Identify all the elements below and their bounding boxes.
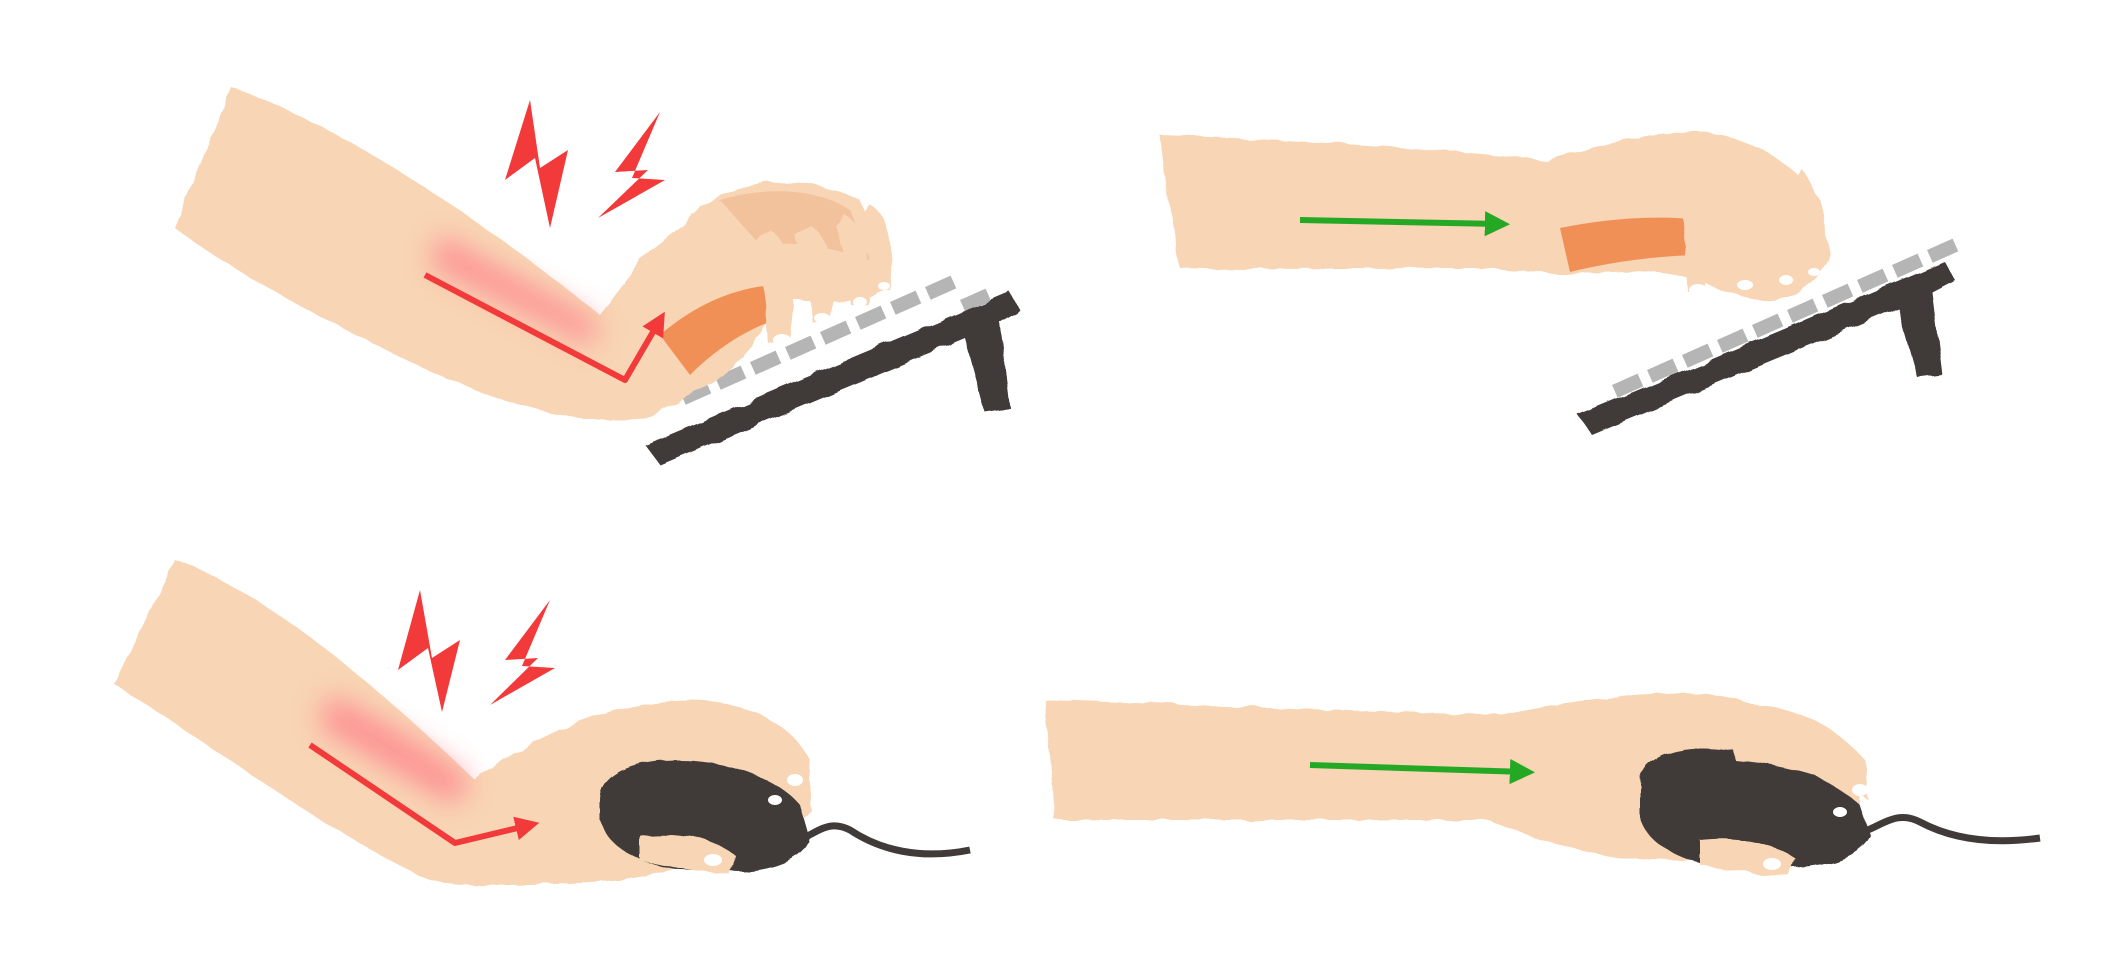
keyboard bbox=[1578, 238, 1959, 435]
straight-arrow-icon bbox=[1309, 758, 1536, 785]
mouse-cable bbox=[798, 822, 971, 858]
panel-mouse-bent bbox=[115, 560, 971, 886]
keycaps bbox=[679, 275, 992, 405]
mouse-body bbox=[1640, 748, 1870, 868]
palm-shadow bbox=[720, 191, 870, 260]
fingernails bbox=[704, 774, 803, 866]
mouse bbox=[1640, 748, 2041, 868]
bent-arrow-icon bbox=[423, 272, 665, 383]
keyboard-body bbox=[645, 292, 1020, 465]
mouse-cable bbox=[1866, 814, 2041, 845]
keycaps bbox=[1612, 238, 1959, 398]
keyboard-body bbox=[1578, 262, 1955, 435]
strain-glow bbox=[318, 695, 470, 805]
straight-arrow-icon bbox=[1299, 211, 1511, 237]
keyboard bbox=[645, 275, 1020, 465]
fingers bbox=[1678, 158, 1822, 292]
lightning-bolt-icon bbox=[505, 100, 665, 228]
strain-glow bbox=[430, 235, 600, 345]
fingernails bbox=[1689, 268, 1820, 296]
bent-arrow-icon bbox=[308, 742, 540, 846]
panel-keyboard-bent bbox=[175, 88, 1020, 465]
fingernails bbox=[773, 282, 890, 346]
fingers bbox=[755, 205, 892, 345]
panel-keyboard-straight bbox=[1160, 131, 1959, 435]
fingernails bbox=[1763, 784, 1868, 870]
thumb bbox=[1560, 217, 1705, 272]
thumb bbox=[660, 285, 780, 375]
panel-mouse-straight bbox=[1045, 693, 2041, 876]
lightning-bolt-icon bbox=[398, 590, 555, 712]
